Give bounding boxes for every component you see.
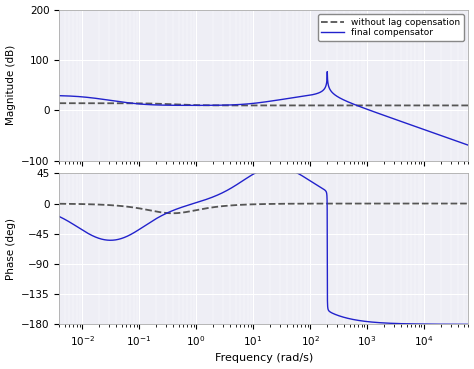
without lag copensation xyxy=(439,103,445,108)
without lag copensation xyxy=(250,103,256,108)
Y-axis label: Magnitude (dB): Magnitude (dB) xyxy=(6,45,16,125)
Line: without lag copensation: without lag copensation xyxy=(59,103,468,106)
Y-axis label: Phase (deg): Phase (deg) xyxy=(6,218,16,280)
final compensator xyxy=(439,134,445,138)
without lag copensation xyxy=(319,103,325,108)
final compensator xyxy=(349,101,355,106)
final compensator xyxy=(465,143,471,148)
final compensator xyxy=(250,101,256,106)
without lag copensation xyxy=(158,101,164,106)
final compensator xyxy=(158,103,164,107)
Line: final compensator: final compensator xyxy=(59,72,468,145)
without lag copensation xyxy=(304,103,310,108)
X-axis label: Frequency (rad/s): Frequency (rad/s) xyxy=(215,354,313,363)
without lag copensation xyxy=(465,103,471,108)
without lag copensation xyxy=(349,103,355,108)
final compensator xyxy=(319,89,325,93)
final compensator xyxy=(324,69,330,74)
final compensator xyxy=(304,93,310,98)
Legend: without lag copensation, final compensator: without lag copensation, final compensat… xyxy=(318,14,464,41)
without lag copensation xyxy=(56,101,62,106)
final compensator xyxy=(56,93,62,98)
